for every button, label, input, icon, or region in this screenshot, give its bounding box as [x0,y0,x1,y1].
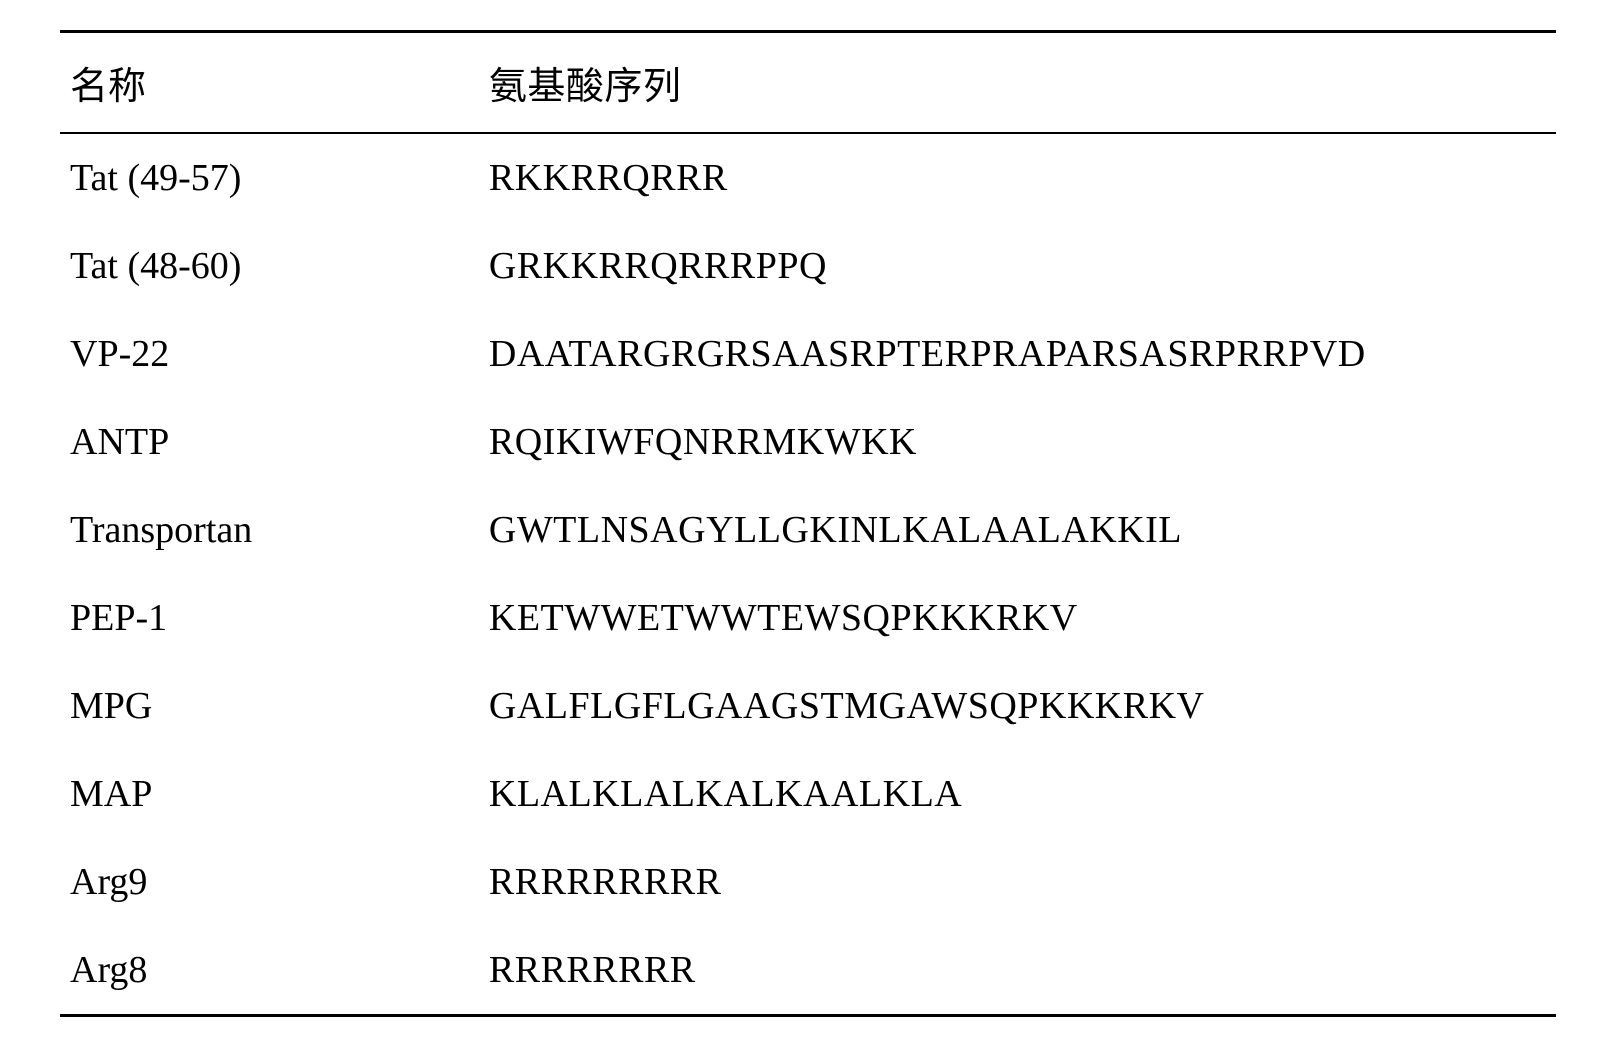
table-row: Tat (49-57) RKKRRQRRR [60,133,1556,222]
cell-name: Tat (48-60) [60,222,479,310]
cell-name: ANTP [60,398,479,486]
cell-name: Tat (49-57) [60,133,479,222]
cell-sequence: RKKRRQRRR [479,133,1556,222]
table-row: Tat (48-60) GRKKRRQRRRPPQ [60,222,1556,310]
cell-sequence: KLALKLALKALKAALKLA [479,750,1556,838]
cell-sequence: KETWWETWWTEWSQPKKKRKV [479,574,1556,662]
cell-name: Arg9 [60,838,479,926]
cell-name: MAP [60,750,479,838]
table-row: Transportan GWTLNSAGYLLGKINLKALAALAKKIL [60,486,1556,574]
table-row: ANTP RQIKIWFQNRRMKWKK [60,398,1556,486]
cell-name: MPG [60,662,479,750]
table-row: MPG GALFLGFLGAAGSTMGAWSQPKKKRKV [60,662,1556,750]
cell-sequence: RQIKIWFQNRRMKWKK [479,398,1556,486]
cell-sequence: GRKKRRQRRRPPQ [479,222,1556,310]
cell-sequence: DAATARGRGRSAASRPTERPRAPARSASRPRRPVD [479,310,1556,398]
column-header-name: 名称 [60,32,479,134]
cell-name: Arg8 [60,926,479,1016]
peptide-table-container: 名称 氨基酸序列 Tat (49-57) RKKRRQRRR Tat (48-6… [0,0,1616,1047]
cell-name: VP-22 [60,310,479,398]
table-header-row: 名称 氨基酸序列 [60,32,1556,134]
peptide-table: 名称 氨基酸序列 Tat (49-57) RKKRRQRRR Tat (48-6… [60,30,1556,1017]
cell-sequence: RRRRRRRR [479,926,1556,1016]
table-row: Arg8 RRRRRRRR [60,926,1556,1016]
cell-sequence: RRRRRRRRR [479,838,1556,926]
cell-sequence: GALFLGFLGAAGSTMGAWSQPKKKRKV [479,662,1556,750]
table-row: PEP-1 KETWWETWWTEWSQPKKKRKV [60,574,1556,662]
cell-name: PEP-1 [60,574,479,662]
table-row: MAP KLALKLALKALKAALKLA [60,750,1556,838]
column-header-sequence: 氨基酸序列 [479,32,1556,134]
cell-sequence: GWTLNSAGYLLGKINLKALAALAKKIL [479,486,1556,574]
table-row: VP-22 DAATARGRGRSAASRPTERPRAPARSASRPRRPV… [60,310,1556,398]
cell-name: Transportan [60,486,479,574]
table-row: Arg9 RRRRRRRRR [60,838,1556,926]
